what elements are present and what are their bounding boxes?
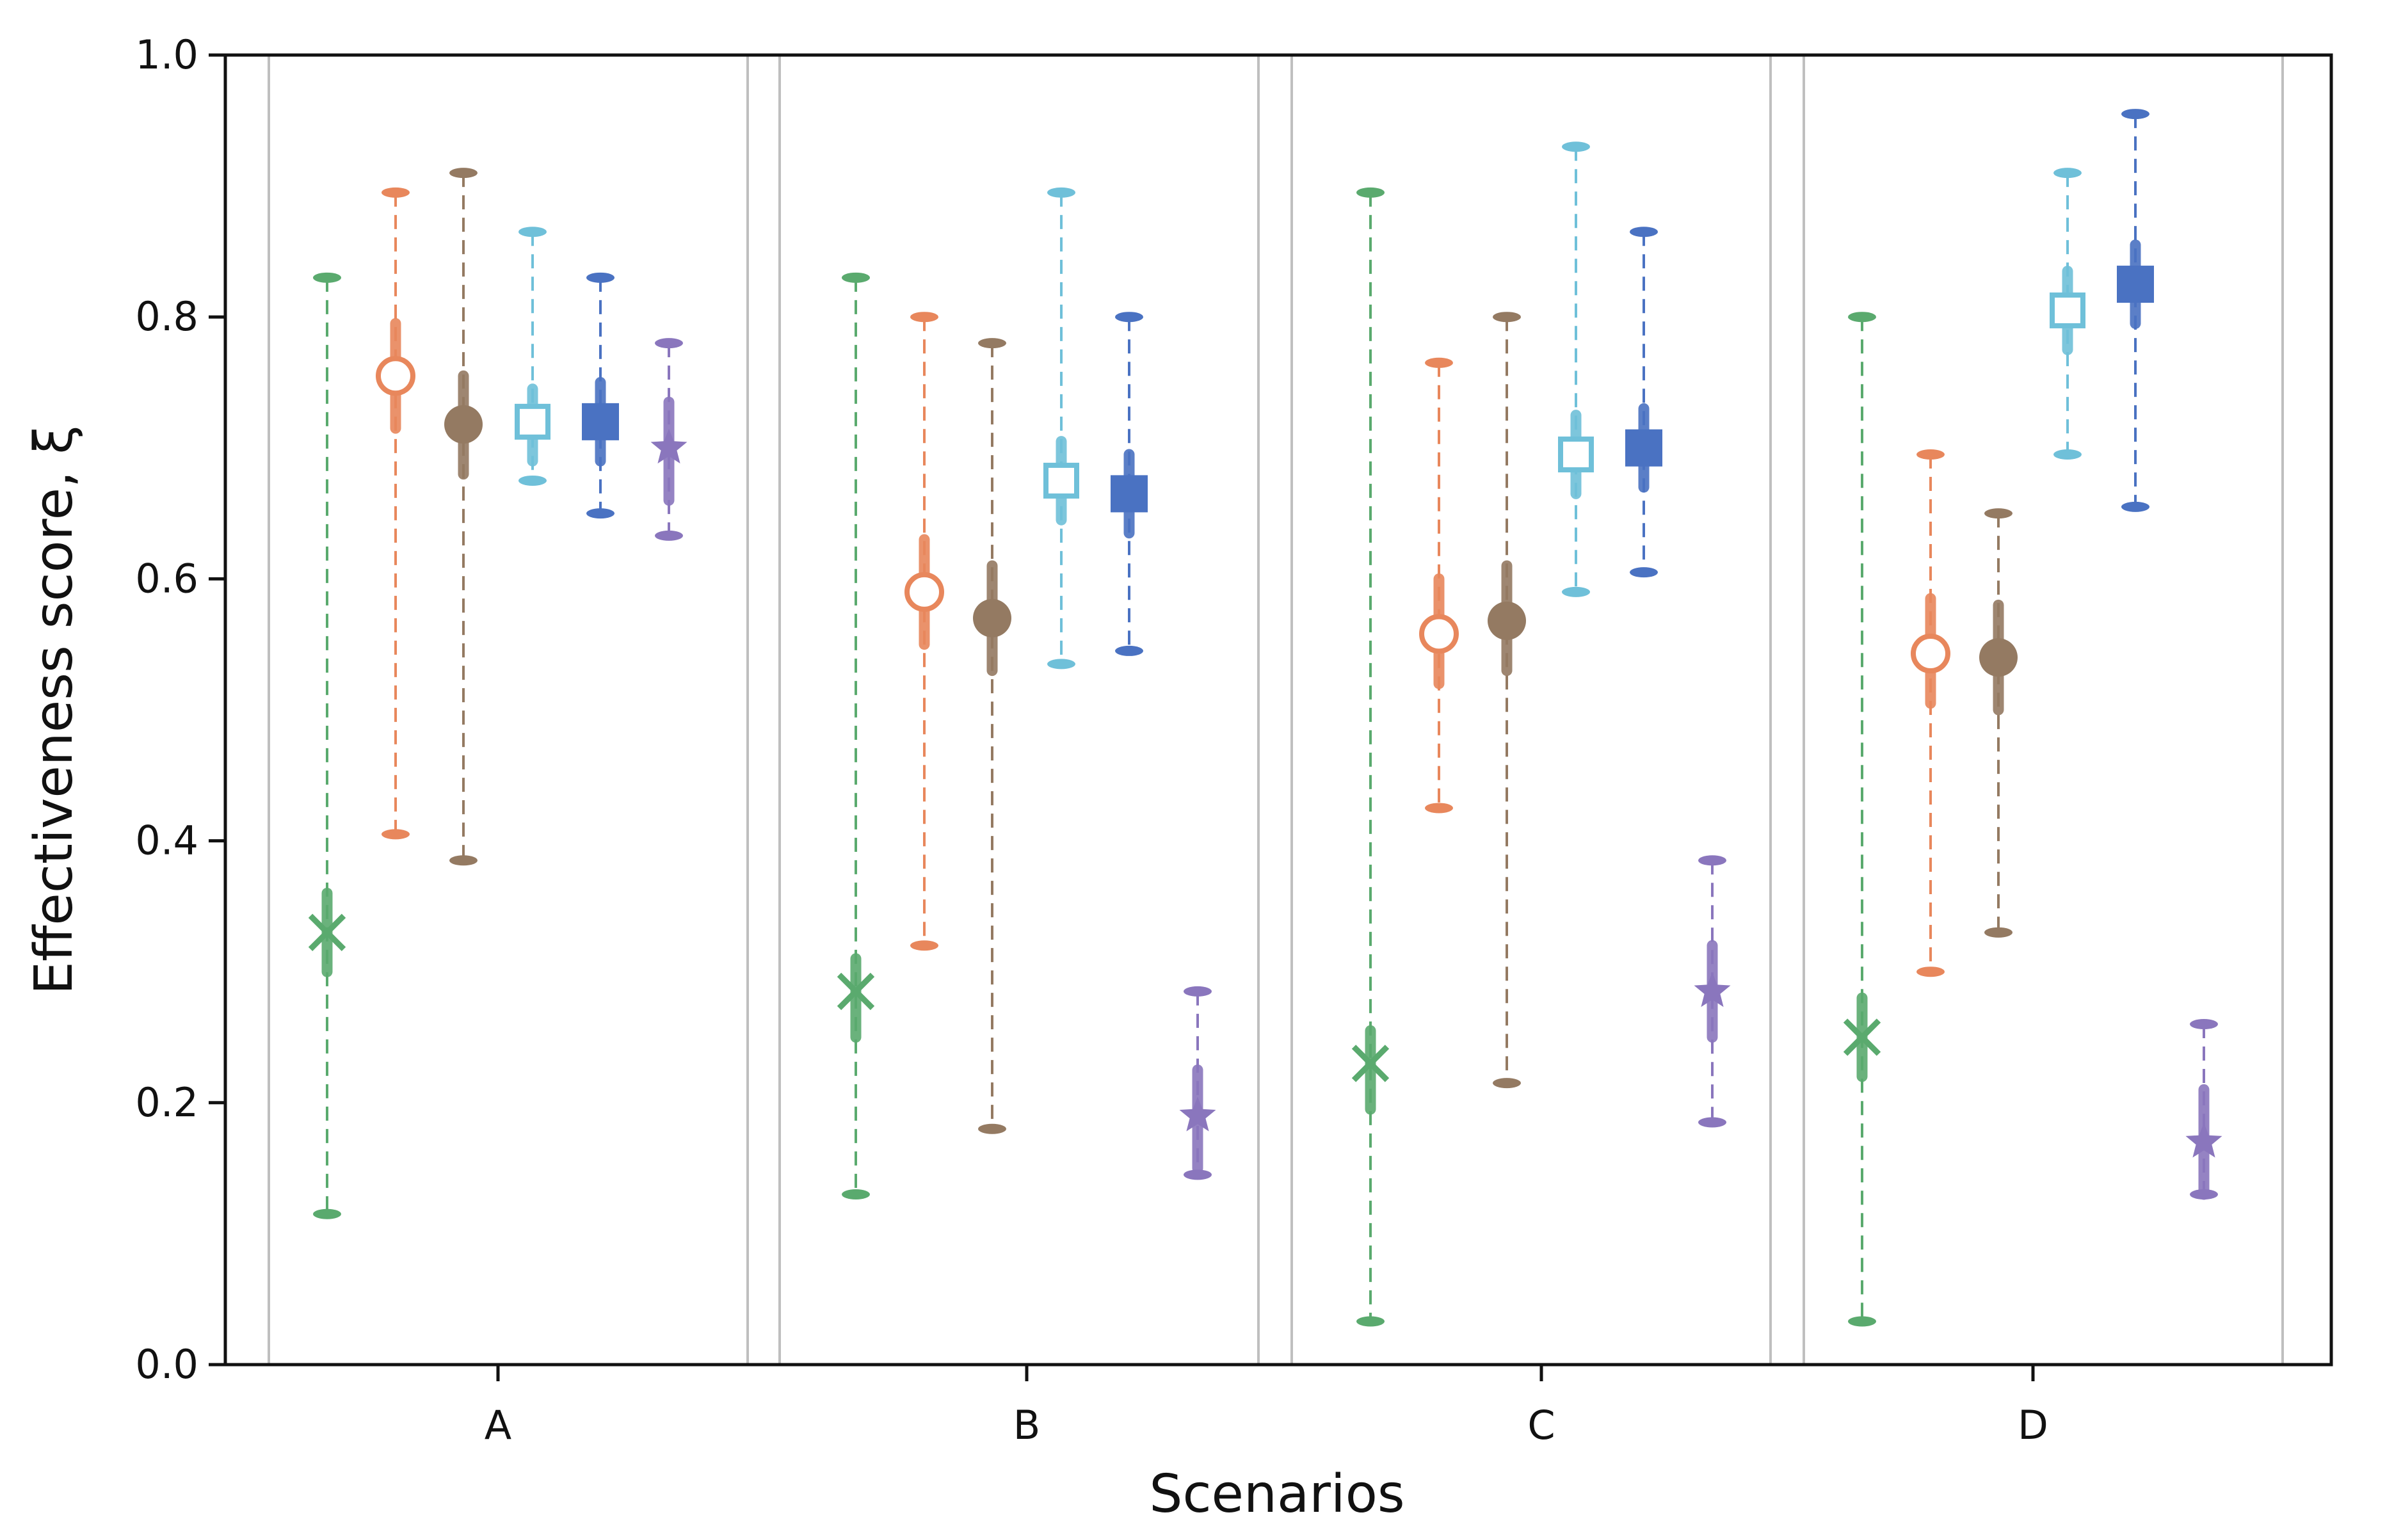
mean-marker-B <box>1111 475 1148 513</box>
mean-marker-B <box>1179 1096 1216 1132</box>
min-cap-C <box>1562 586 1590 597</box>
max-cap-B <box>1047 187 1075 198</box>
x-axis-title: Scenarios <box>1149 1464 1404 1525</box>
max-cap-B <box>1115 312 1143 323</box>
min-cap-D <box>1916 967 1945 977</box>
max-cap-C <box>1425 357 1453 368</box>
y-tick-label: 0.2 <box>135 1079 198 1126</box>
x-tick-label: A <box>485 1402 511 1448</box>
y-axis: 0.0 0.2 0.4 0.6 0.8 1.0 <box>135 31 225 1388</box>
min-cap-A <box>518 475 547 486</box>
max-cap-A <box>518 227 547 237</box>
min-cap-C <box>1493 1078 1521 1089</box>
max-cap-D <box>1848 312 1876 323</box>
x-tick-label: B <box>1013 1402 1041 1448</box>
min-cap-A <box>586 508 615 519</box>
series-star <box>650 338 2222 1200</box>
mean-marker-A <box>582 403 619 440</box>
x-stroke <box>837 972 875 1011</box>
max-cap-C <box>1356 187 1385 198</box>
x-axis: A B C D <box>485 1365 2048 1448</box>
mean-marker-B <box>837 972 875 1011</box>
min-cap-B <box>1115 645 1143 656</box>
mean-marker-C <box>1625 429 1662 467</box>
x-stroke <box>1843 1018 1881 1056</box>
max-cap-A <box>313 272 341 283</box>
mean-marker-D <box>1979 638 2018 677</box>
y-axis-title: Effectiveness score, ξ <box>24 425 84 995</box>
mean-marker-C <box>1488 601 1526 640</box>
x-tick-label: C <box>1527 1402 1555 1448</box>
max-cap-A <box>449 168 478 179</box>
series-circle <box>444 168 2018 1134</box>
max-cap-B <box>910 312 938 323</box>
max-cap-C <box>1493 312 1521 323</box>
min-cap-D <box>2121 501 2149 512</box>
max-cap-B <box>978 338 1006 349</box>
y-tick-label: 0.8 <box>135 293 198 340</box>
min-cap-D <box>1848 1316 1876 1327</box>
mean-marker-A <box>308 913 346 952</box>
min-cap-B <box>978 1123 1006 1134</box>
min-cap-B <box>910 940 938 951</box>
mean-marker-B <box>973 598 1011 638</box>
mean-marker-A <box>515 403 550 440</box>
min-cap-B <box>1047 659 1075 670</box>
min-cap-C <box>1630 567 1658 578</box>
mean-marker-D <box>2185 1123 2222 1158</box>
min-cap-A <box>449 855 478 866</box>
max-cap-A <box>586 272 615 283</box>
max-cap-A <box>655 338 683 349</box>
series-square-open <box>515 141 2085 670</box>
min-cap-C <box>1698 1117 1726 1128</box>
max-cap-D <box>2190 1019 2218 1030</box>
series-square <box>582 109 2154 656</box>
min-cap-C <box>1425 803 1453 814</box>
mean-marker-D <box>2050 292 2085 328</box>
max-cap-D <box>1984 508 2012 519</box>
x-stroke <box>1351 1045 1390 1082</box>
x-stroke <box>308 913 346 952</box>
mean-marker-A <box>444 405 483 444</box>
max-cap-C <box>1630 227 1658 237</box>
mean-marker-D <box>1843 1018 1881 1056</box>
series-x <box>308 187 1881 1327</box>
mean-marker-A <box>650 428 687 464</box>
max-cap-D <box>1916 449 1945 460</box>
max-cap-C <box>1562 141 1590 152</box>
min-cap-C <box>1356 1316 1385 1327</box>
mean-marker-D <box>1911 634 1950 674</box>
min-cap-B <box>1184 1169 1212 1180</box>
x-tick-label: D <box>2018 1402 2048 1448</box>
plot-frame <box>223 53 2333 1367</box>
min-cap-A <box>655 530 683 541</box>
min-cap-A <box>313 1208 341 1219</box>
min-cap-A <box>382 829 410 840</box>
mean-marker-B <box>904 572 944 612</box>
max-cap-B <box>842 272 870 283</box>
series-circle-open <box>376 187 1950 977</box>
max-cap-D <box>2053 168 2082 179</box>
data-series <box>308 109 2222 1327</box>
max-cap-C <box>1698 855 1726 866</box>
max-cap-B <box>1184 986 1212 997</box>
y-tick-label: 1.0 <box>135 31 198 78</box>
mean-marker-C <box>1558 437 1594 473</box>
y-tick-label: 0.6 <box>135 555 198 602</box>
y-tick-label: 0.0 <box>135 1341 198 1388</box>
mean-marker-A <box>376 356 415 396</box>
min-cap-D <box>1984 927 2012 938</box>
min-cap-D <box>2053 449 2082 460</box>
mean-marker-C <box>1694 972 1731 1007</box>
max-cap-D <box>2121 109 2149 120</box>
min-cap-B <box>842 1189 870 1200</box>
max-cap-A <box>382 187 410 198</box>
mean-marker-D <box>2117 266 2154 303</box>
mean-marker-C <box>1351 1045 1390 1082</box>
mean-marker-C <box>1419 614 1459 654</box>
mean-marker-B <box>1043 462 1079 499</box>
y-tick-label: 0.4 <box>135 817 198 864</box>
